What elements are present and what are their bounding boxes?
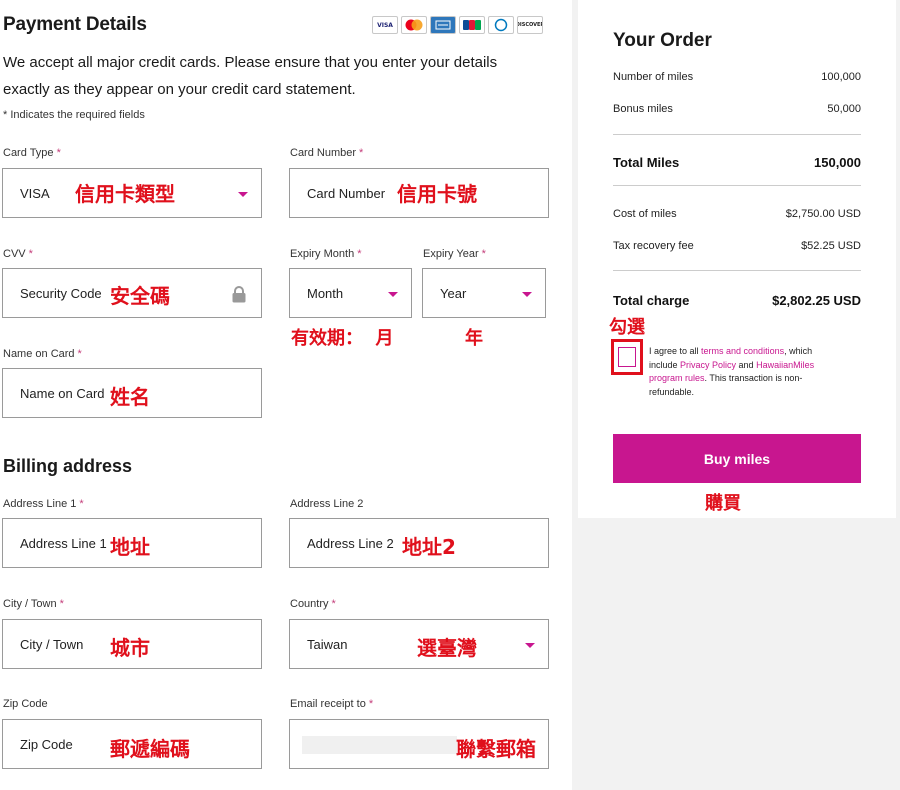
city-placeholder: City / Town bbox=[20, 637, 84, 652]
card-number-annotation: 信用卡號 bbox=[397, 182, 477, 206]
tax-row: Tax recovery fee $52.25 USD bbox=[613, 240, 861, 252]
zip-input[interactable]: Zip Code bbox=[2, 719, 262, 769]
total-miles-row: Total Miles 150,000 bbox=[613, 155, 861, 170]
cvv-label: CVV * bbox=[3, 248, 33, 260]
payment-panel: Payment Details VISA DISCOVER We accept … bbox=[0, 0, 572, 790]
total-charge-row: Total charge $2,802.25 USD bbox=[613, 293, 861, 308]
card-type-select[interactable]: VISA bbox=[2, 168, 262, 218]
card-type-value: VISA bbox=[20, 186, 50, 201]
buy-annotation: 購買 bbox=[705, 493, 741, 514]
zip-placeholder: Zip Code bbox=[20, 737, 73, 752]
city-annotation: 城市 bbox=[110, 636, 150, 660]
cvv-annotation: 安全碼 bbox=[110, 284, 170, 308]
bonus-row: Bonus miles 50,000 bbox=[613, 103, 861, 115]
chevron-down-icon bbox=[238, 192, 248, 197]
address2-placeholder: Address Line 2 bbox=[307, 536, 394, 551]
order-title: Your Order bbox=[613, 30, 712, 51]
divider bbox=[613, 185, 861, 186]
cost-row: Cost of miles $2,750.00 USD bbox=[613, 208, 861, 220]
address1-annotation: 地址 bbox=[110, 535, 150, 559]
card-type-annotation: 信用卡類型 bbox=[75, 182, 175, 206]
city-label: City / Town * bbox=[3, 598, 64, 610]
expiry-year-select[interactable]: Year bbox=[422, 268, 546, 318]
expiry-month-label: Expiry Month * bbox=[290, 248, 362, 260]
agree-checkbox[interactable] bbox=[611, 339, 643, 375]
city-input[interactable]: City / Town bbox=[2, 619, 262, 669]
address1-input[interactable]: Address Line 1 bbox=[2, 518, 262, 568]
privacy-link[interactable]: Privacy Policy bbox=[680, 359, 737, 370]
mastercard-logo-icon bbox=[401, 16, 427, 34]
cvv-input[interactable]: Security Code bbox=[2, 268, 262, 318]
divider bbox=[613, 270, 861, 271]
address2-input[interactable]: Address Line 2 bbox=[289, 518, 549, 568]
cvv-placeholder: Security Code bbox=[20, 286, 102, 301]
expiry-year-annotation: 年 bbox=[465, 328, 483, 349]
expiry-month-annotation: 有效期： 月 bbox=[291, 328, 394, 349]
expiry-month-value: Month bbox=[307, 286, 344, 301]
card-type-label: Card Type * bbox=[3, 147, 61, 159]
expiry-year-value: Year bbox=[440, 286, 467, 301]
lock-icon bbox=[231, 286, 247, 308]
intro-text: We accept all major credit cards. Please… bbox=[3, 54, 498, 98]
miles-row: Number of miles 100,000 bbox=[613, 71, 861, 83]
name-on-card-input[interactable]: Name on Card bbox=[2, 368, 262, 418]
discover-logo-icon: DISCOVER bbox=[517, 16, 543, 34]
buy-miles-button[interactable]: Buy miles bbox=[613, 434, 861, 483]
chevron-down-icon bbox=[388, 292, 398, 297]
diners-logo-icon bbox=[488, 16, 514, 34]
visa-logo-icon: VISA bbox=[372, 16, 398, 34]
address2-label: Address Line 2 bbox=[290, 498, 364, 510]
card-number-label: Card Number * bbox=[290, 147, 364, 159]
chevron-down-icon bbox=[522, 292, 532, 297]
address1-label: Address Line 1 * bbox=[3, 498, 84, 510]
divider bbox=[613, 134, 861, 135]
check-annotation: 勾選 bbox=[609, 317, 645, 338]
country-annotation: 選臺灣 bbox=[417, 636, 477, 660]
jcb-logo-icon bbox=[459, 16, 485, 34]
required-note: * Indicates the required fields bbox=[3, 109, 145, 121]
expiry-month-select[interactable]: Month bbox=[289, 268, 412, 318]
page-title: Payment Details bbox=[3, 14, 147, 35]
checkbox-box bbox=[618, 347, 636, 367]
zip-label: Zip Code bbox=[3, 698, 48, 710]
country-value: Taiwan bbox=[307, 637, 348, 652]
name-on-card-annotation: 姓名 bbox=[110, 385, 150, 409]
expiry-year-label: Expiry Year * bbox=[423, 248, 486, 260]
amex-logo-icon bbox=[430, 16, 456, 34]
name-on-card-placeholder: Name on Card bbox=[20, 386, 105, 401]
zip-annotation: 郵遞編碼 bbox=[110, 737, 190, 761]
card-logos: VISA DISCOVER bbox=[372, 16, 543, 34]
agree-text: I agree to all terms and conditions, whi… bbox=[649, 346, 815, 397]
terms-link[interactable]: terms and conditions bbox=[701, 346, 785, 356]
email-label: Email receipt to * bbox=[290, 698, 374, 710]
country-label: Country * bbox=[290, 598, 336, 610]
email-redacted bbox=[302, 736, 457, 754]
program-rules-link[interactable]: HawaiianMiles program rules bbox=[649, 359, 815, 384]
billing-title: Billing address bbox=[3, 456, 133, 476]
chevron-down-icon bbox=[525, 643, 535, 648]
address1-placeholder: Address Line 1 bbox=[20, 536, 107, 551]
card-number-input[interactable]: Card Number bbox=[289, 168, 549, 218]
address2-annotation: 地址2 bbox=[402, 535, 456, 559]
name-on-card-label: Name on Card * bbox=[3, 348, 82, 360]
email-input[interactable] bbox=[289, 719, 549, 769]
email-annotation: 聯繫郵箱 bbox=[456, 737, 536, 761]
order-summary-panel: Your Order Number of miles 100,000 Bonus … bbox=[578, 0, 896, 518]
country-select[interactable]: Taiwan bbox=[289, 619, 549, 669]
card-number-placeholder: Card Number bbox=[307, 186, 386, 201]
